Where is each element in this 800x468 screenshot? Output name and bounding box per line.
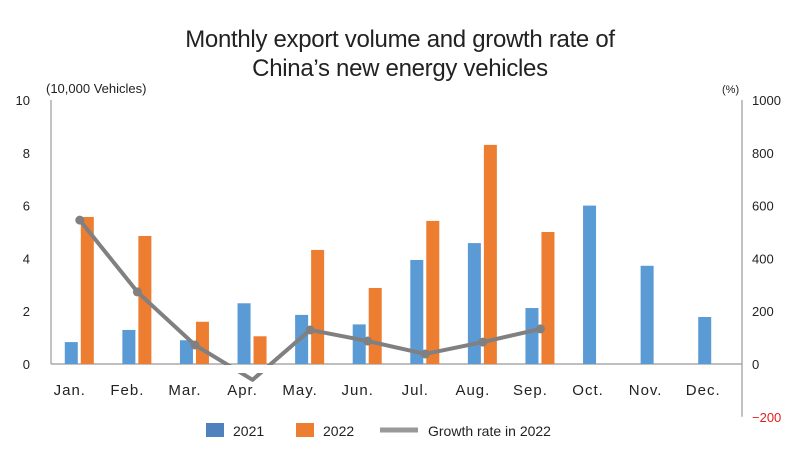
growth-point-aug — [478, 337, 488, 347]
bar-2021-nov — [640, 265, 654, 364]
right-axis-label: (%) — [722, 84, 739, 96]
x-tick-label: Jun. — [342, 382, 374, 399]
growth-point-may — [305, 325, 315, 335]
x-tick-label: Sep. — [513, 382, 548, 399]
left-tick-label: 4 — [23, 251, 30, 266]
left-tick-label: 6 — [23, 199, 30, 214]
left-tick-label: 10 — [16, 93, 30, 108]
growth-point-jun — [363, 336, 373, 346]
legend-swatch-2021 — [206, 423, 224, 437]
axis-mask — [52, 365, 741, 373]
legend-label-2022: 2022 — [323, 423, 354, 439]
bar-2021-jun — [352, 324, 366, 364]
x-tick-label: Jul. — [402, 382, 429, 399]
x-tick-label: Nov. — [629, 382, 663, 399]
bar-2022-aug — [483, 144, 497, 364]
legend-label-2021: 2021 — [233, 423, 264, 439]
bar-2022-jun — [368, 287, 382, 364]
bar-2021-oct — [583, 205, 597, 364]
x-tick-label: Feb. — [110, 382, 144, 399]
right-tick-label: 0 — [752, 357, 759, 372]
growth-point-sep — [535, 324, 545, 334]
bar-2022-may — [311, 249, 325, 364]
bar-2021-aug — [467, 243, 481, 364]
bar-2022-jan — [80, 216, 94, 364]
growth-point-mar — [190, 340, 200, 350]
bar-2021-dec — [698, 317, 712, 364]
bar-2021-apr — [237, 303, 251, 364]
right-tick-label: 600 — [752, 199, 774, 214]
left-axis-label: (10,000 Vehicles) — [46, 81, 146, 96]
chart-title-line1: Monthly export volume and growth rate of — [185, 26, 615, 53]
right-tick-label: 400 — [752, 251, 774, 266]
right-tick-label: 800 — [752, 146, 774, 161]
right-tick-label: 1000 — [752, 93, 781, 108]
chart-title-line2: China’s new energy vehicles — [252, 55, 548, 82]
x-tick-label: Apr. — [227, 382, 258, 399]
legend: 2021 2022 Growth rate in 2022 — [206, 423, 551, 439]
x-tick-label: May. — [282, 382, 317, 399]
right-tick-label: 200 — [752, 304, 774, 319]
bar-2021-jul — [410, 259, 424, 364]
right-tick-label: −200 — [752, 410, 781, 425]
bar-2022-apr — [253, 336, 267, 364]
x-tick-label: Mar. — [168, 382, 201, 399]
legend-swatch-2022 — [296, 423, 314, 437]
x-tick-label: Dec. — [686, 382, 721, 399]
left-tick-label: 2 — [23, 304, 30, 319]
x-tick-label: Aug. — [455, 382, 490, 399]
legend-label-growth: Growth rate in 2022 — [428, 423, 551, 439]
left-tick-label: 0 — [23, 357, 30, 372]
bar-2021-sep — [525, 308, 539, 364]
bar-2021-mar — [179, 340, 193, 364]
bar-2022-sep — [541, 232, 555, 364]
left-tick-label: 8 — [23, 146, 30, 161]
growth-point-feb — [132, 287, 142, 297]
bar-2022-jul — [426, 220, 440, 364]
bar-2021-feb — [122, 329, 136, 364]
growth-point-jan — [75, 215, 85, 225]
bar-2021-jan — [64, 342, 78, 364]
x-tick-label: Oct. — [572, 382, 604, 399]
growth-point-jul — [420, 349, 430, 359]
x-tick-label: Jan. — [54, 382, 86, 399]
